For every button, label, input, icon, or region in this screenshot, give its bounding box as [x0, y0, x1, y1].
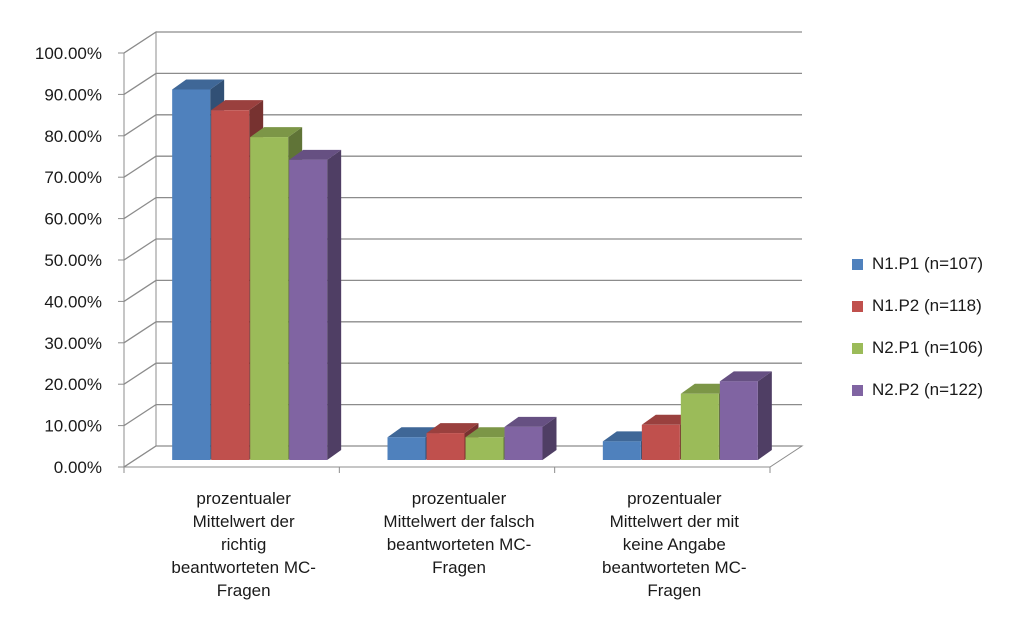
y-tick-label: 40.00%	[44, 292, 102, 311]
legend-swatch	[852, 384, 863, 396]
y-tick-label: 100.00%	[35, 44, 102, 63]
bar-top	[172, 79, 225, 90]
gridline	[123, 196, 802, 220]
bar-top	[250, 127, 303, 138]
legend-item-2: N2.P1 (n=106)	[852, 327, 983, 369]
bars	[172, 79, 772, 461]
y-tick-label: 70.00%	[44, 168, 102, 187]
bar-3-0	[289, 149, 342, 460]
bar-front	[172, 89, 211, 460]
bar-front	[641, 424, 680, 460]
bar-top	[211, 100, 264, 111]
category-label-0: prozentualer Mittelwert der richtig bean…	[171, 489, 316, 600]
legend-swatch	[852, 342, 863, 354]
bar-front	[719, 381, 758, 460]
legend-label: N2.P1 (n=106)	[872, 338, 984, 357]
bar-top	[426, 423, 479, 434]
legend-item-0: N1.P1 (n=107)	[852, 243, 983, 285]
category-label-2: prozentualer Mittelwert der mit keine An…	[602, 489, 747, 600]
bar-front	[465, 437, 504, 460]
bar-top	[719, 371, 772, 382]
y-tick-label: 0.00%	[54, 458, 102, 477]
y-tick-label: 50.00%	[44, 251, 102, 270]
bar-top	[289, 149, 342, 160]
bar-side	[757, 371, 772, 460]
gridline	[123, 445, 802, 468]
y-tick-label: 90.00%	[44, 85, 102, 104]
gridline	[123, 114, 802, 137]
gridline	[123, 155, 802, 178]
bar-front	[602, 441, 641, 460]
y-tick-label: 10.00%	[44, 417, 102, 436]
gridline	[123, 279, 802, 302]
bar-3-2	[719, 371, 772, 460]
bar-3-1	[504, 416, 557, 460]
bar-front	[504, 426, 543, 460]
gridline	[123, 238, 802, 261]
legend-label: N1.P1 (n=107)	[872, 254, 984, 273]
legend-label: N2.P2 (n=122)	[872, 380, 984, 399]
bar-top	[504, 416, 557, 427]
gridline	[123, 31, 802, 54]
bar-side	[327, 149, 342, 460]
y-axis-tick-labels: 0.00% 10.00% 20.00% 30.00% 40.00% 50.00% 60.00…	[35, 44, 102, 477]
bar-front	[211, 110, 250, 461]
y-tick-label: 20.00%	[44, 375, 102, 394]
gridline	[123, 362, 802, 385]
legend-swatch	[852, 258, 863, 270]
legend-swatch	[852, 300, 863, 312]
gridline	[123, 72, 802, 95]
y-tick-label: 80.00%	[44, 127, 102, 146]
bar-side	[542, 416, 557, 460]
gridlines	[118, 31, 802, 473]
y-tick-label: 60.00%	[44, 210, 102, 229]
bar-front	[250, 137, 289, 460]
category-label-1: prozentualer Mittelwert der falsch beant…	[383, 489, 535, 577]
bar-front	[426, 433, 465, 460]
legend-item-3: N2.P2 (n=122)	[852, 369, 983, 411]
legend-item-1: N1.P2 (n=118)	[852, 285, 983, 327]
gridline	[123, 403, 802, 427]
legend-label: N1.P2 (n=118)	[872, 296, 982, 315]
gridline	[123, 321, 802, 344]
y-tick-label: 30.00%	[44, 334, 102, 353]
bar-front	[387, 437, 426, 460]
bar-front	[680, 393, 719, 460]
legend: N1.P1 (n=107) N1.P2 (n=118) N2.P1 (n=106) N…	[852, 243, 983, 411]
bar-front	[289, 159, 328, 460]
